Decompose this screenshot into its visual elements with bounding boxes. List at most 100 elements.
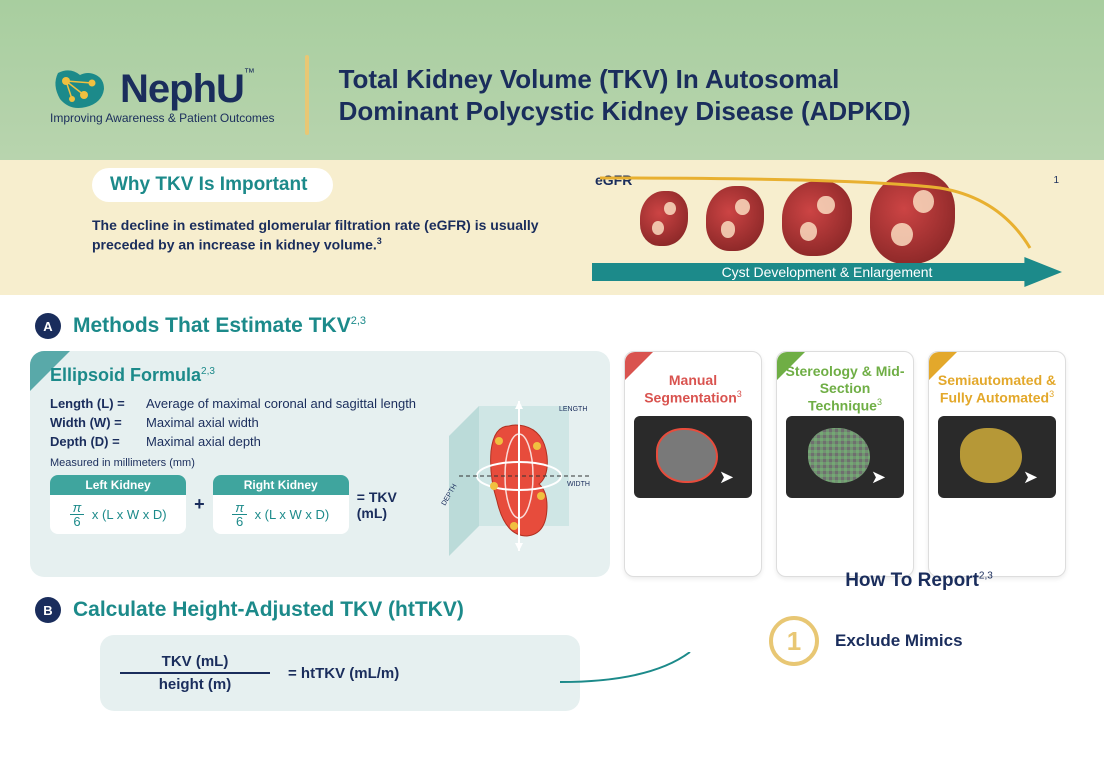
how-to-report: How To Report2,3 1 Exclude Mimics [769,570,1069,666]
card-corner-accent [929,352,957,380]
kidney-stage-2-icon [706,186,764,251]
httkv-denominator: height (m) [145,674,246,695]
method-manual-segmentation: Manual Segmentation3 ➤ [624,351,762,577]
method-stereology: Stereology & Mid-Section Technique3 ➤ [776,351,914,577]
six: 6 [70,515,83,528]
step-label: Exclude Mimics [835,631,963,651]
why-tkv-pill: Why TKV Is Important [92,168,333,202]
card-corner-accent [777,352,805,380]
ellipsoid-corner-accent [30,351,70,391]
ellipsoid-title-text: Ellipsoid Formula [50,365,201,385]
kidney-progression [640,172,955,264]
report-step-1: 1 Exclude Mimics [769,616,1069,666]
tkv-equals: = TKV (mL) [357,489,429,521]
kidney-stage-4-icon [870,172,955,264]
why-tkv-strip: Why TKV Is Important The decline in esti… [0,160,1104,295]
lwd: x (L x W x D) [255,507,330,522]
left-kidney-label: Left Kidney [50,475,186,495]
measured-note: Measured in millimeters (mm) [50,457,429,469]
egfr-label: eGFR [595,172,632,188]
report-title: How To Report2,3 [769,570,1069,592]
section-b-badge: B [35,597,61,623]
report-title-ref: 2,3 [979,571,993,582]
plus-sign: + [194,494,205,515]
right-kidney-label: Right Kidney [213,475,349,495]
method-3-image: ➤ [938,416,1056,498]
section-a-header: A Methods That Estimate TKV2,3 [35,313,1074,339]
header-divider [305,55,309,135]
ref-top-right: 1 [1053,175,1059,186]
def-length: Length (L) = Average of maximal coronal a… [50,396,429,411]
step-number-badge: 1 [769,616,819,666]
page-title: Total Kidney Volume (TKV) In Autosomal D… [339,63,959,128]
def-length-val: Average of maximal coronal and sagittal … [146,396,429,411]
why-tkv-ref: 3 [377,236,382,246]
left-kidney-box: Left Kidney π6 x (L x W x D) [50,475,186,534]
logo-block: NephU™ Improving Awareness & Patient Out… [50,65,275,125]
def-eq: = [114,415,122,430]
def-width: Width (W) =Maximal axial width [50,415,429,430]
method-1-image: ➤ [634,416,752,498]
length-axis-label: LENGTH [559,406,587,413]
section-a-ref: 2,3 [351,315,366,327]
automated-fill-icon [960,428,1022,483]
cursor-icon: ➤ [871,467,886,488]
method-1-ref: 3 [737,389,742,399]
nephu-logo-icon [50,65,110,113]
report-title-text: How To Report [845,570,979,591]
ellipsoid-body: Length (L) = Average of maximal coronal a… [50,396,594,561]
brand-tagline: Improving Awareness & Patient Outcomes [50,111,275,125]
ellipsoid-title-ref: 2,3 [201,366,215,377]
method-2-ref: 3 [877,397,882,407]
why-tkv-title: Why TKV Is Important [110,174,307,195]
section-a-badge: A [35,313,61,339]
brand-name: NephU [120,67,244,111]
kidney-stage-3-icon [782,181,852,256]
def-eq: = [117,396,125,411]
section-b-title: Calculate Height-Adjusted TKV (htTKV) [73,598,464,622]
formula-row: Left Kidney π6 x (L x W x D) + Right Kid… [50,475,429,534]
cursor-icon: ➤ [1023,467,1038,488]
def-depth-val: Maximal axial depth [146,434,429,449]
logo-row: NephU™ [50,65,275,113]
method-automated: Semiautomated & Fully Automated3 ➤ [928,351,1066,577]
def-eq: = [112,434,120,449]
section-a-title-text: Methods That Estimate TKV [73,314,351,337]
httkv-equals: = htTKV (mL/m) [288,665,399,682]
card-corner-accent [625,352,653,380]
ellipsoid-title: Ellipsoid Formula2,3 [50,365,594,386]
pi: π [232,501,247,515]
section-a-row: Ellipsoid Formula2,3 Length (L) = Average… [30,351,1074,577]
logo-text: NephU™ [120,67,255,112]
method-3-ref: 3 [1049,389,1054,399]
section-a-title: Methods That Estimate TKV2,3 [73,314,366,338]
segmentation-outline-icon [656,428,718,483]
right-kidney-formula: π6 x (L x W x D) [213,495,349,534]
ellipsoid-diagram: LENGTH WIDTH DEPTH [439,396,594,561]
lwd: x (L x W x D) [92,507,167,522]
pi: π [70,501,85,515]
right-kidney-box: Right Kidney π6 x (L x W x D) [213,475,349,534]
header-inner: NephU™ Improving Awareness & Patient Out… [50,55,959,135]
six: 6 [233,515,246,528]
method-1-name: Manual Segmentation [644,372,737,405]
httkv-fraction: TKV (mL) height (m) [120,651,270,695]
httkv-card: TKV (mL) height (m) = htTKV (mL/m) [100,635,580,711]
cyst-arrow-label: Cyst Development & Enlargement [722,264,933,280]
cursor-icon: ➤ [719,467,734,488]
def-length-key: Length (L) [50,396,114,411]
def-depth-key: Depth (D) [50,434,109,449]
left-kidney-formula: π6 x (L x W x D) [50,495,186,534]
why-tkv-body: The decline in estimated glomerular filt… [92,216,552,254]
stereology-grid-icon [808,428,870,483]
kidney-stage-1-icon [640,191,688,246]
httkv-numerator: TKV (mL) [148,651,243,672]
why-tkv-text: The decline in estimated glomerular filt… [92,217,539,253]
width-axis-label: WIDTH [567,481,590,488]
ellipsoid-definitions: Length (L) = Average of maximal coronal a… [50,396,429,561]
def-width-val: Maximal axial width [146,415,429,430]
header-band: NephU™ Improving Awareness & Patient Out… [0,0,1104,160]
method-2-image: ➤ [786,416,904,498]
trademark: ™ [244,67,255,79]
def-depth: Depth (D) = Maximal axial depth [50,434,429,449]
